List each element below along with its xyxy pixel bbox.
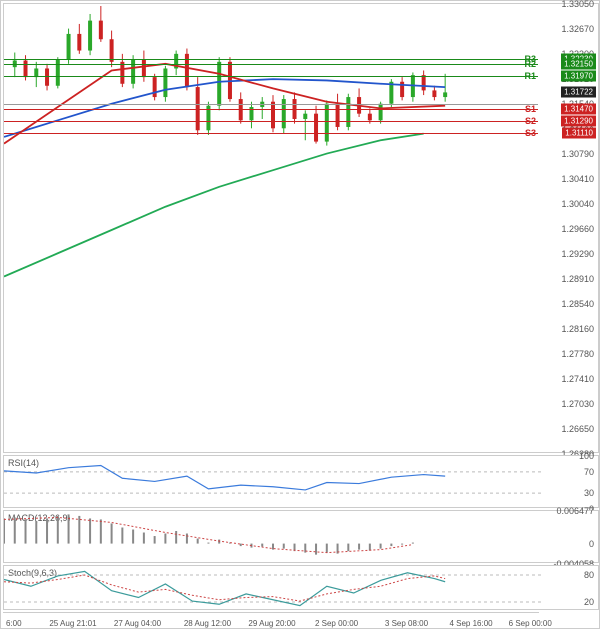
rsi-svg [4,456,542,509]
x-tick: 27 Aug 04:00 [114,619,161,628]
sr-label: R2 [524,59,536,69]
y-tick: 1.27780 [561,349,594,359]
grid-line [4,104,538,105]
y-tick: 100 [579,451,594,461]
y-tick: 1.30410 [561,174,594,184]
stoch-panel[interactable]: Stoch(9,6,3) 2080 [3,565,599,610]
sr-line [4,76,538,77]
price-flag: 1.31290 [561,115,596,126]
y-tick: 1.29290 [561,249,594,259]
stoch-y-axis: 2080 [538,566,598,609]
price-flag: 1.31110 [562,127,596,138]
x-tick: 4 Sep 16:00 [449,619,492,628]
sr-label: S3 [525,128,536,138]
y-tick: 1.28540 [561,299,594,309]
sr-line [4,133,538,134]
y-tick: 1.28160 [561,324,594,334]
rsi-panel[interactable]: RSI(14) 03070100 [3,455,599,508]
sr-line [4,64,538,65]
macd-panel[interactable]: MACD(12,26,9) -0.00405800.006477 [3,510,599,563]
y-tick: 0.006477 [556,506,594,516]
sr-label: R1 [524,71,536,81]
y-tick: 80 [584,570,594,580]
y-tick: 1.32670 [561,24,594,34]
price-flag: 1.31970 [561,70,596,81]
sr-line [4,121,538,122]
x-tick: 28 Aug 12:00 [184,619,231,628]
y-tick: 1.29660 [561,224,594,234]
current-price-flag: 1.31722 [561,87,596,98]
sr-label: S1 [525,104,536,114]
chart-container: 1.330501.326701.323001.319201.315401.311… [0,0,600,629]
x-tick: 25 Aug 21:01 [49,619,96,628]
price-flag: 1.32150 [561,58,596,69]
sr-label: S2 [525,116,536,126]
y-tick: 0 [589,539,594,549]
price-svg [4,4,542,454]
sr-line [4,59,538,60]
time-axis: 6:00 25 Aug 21:01 27 Aug 04:00 28 Aug 12:00… [3,612,539,630]
price-panel[interactable]: 1.330501.326701.323001.319201.315401.311… [3,3,599,453]
price-flag: 1.31470 [561,104,596,115]
y-tick: 20 [584,597,594,607]
x-tick: 2 Sep 00:00 [315,619,358,628]
y-tick: 1.33050 [561,0,594,9]
sr-line [4,109,538,110]
x-tick: 6 Sep 00:00 [509,619,552,628]
y-tick: 30 [584,488,594,498]
rsi-y-axis: 03070100 [538,456,598,507]
y-tick: 1.27410 [561,374,594,384]
y-tick: 1.30040 [561,199,594,209]
y-tick: 1.27030 [561,399,594,409]
stoch-svg [4,566,542,611]
x-tick: 3 Sep 08:00 [385,619,428,628]
y-tick: 70 [584,467,594,477]
y-tick: 1.30790 [561,149,594,159]
x-tick: 6:00 [6,619,22,628]
y-tick: 1.28910 [561,274,594,284]
x-tick: 29 Aug 20:00 [248,619,295,628]
macd-y-axis: -0.00405800.006477 [538,511,598,562]
macd-svg [4,511,542,564]
y-tick: 1.26650 [561,424,594,434]
